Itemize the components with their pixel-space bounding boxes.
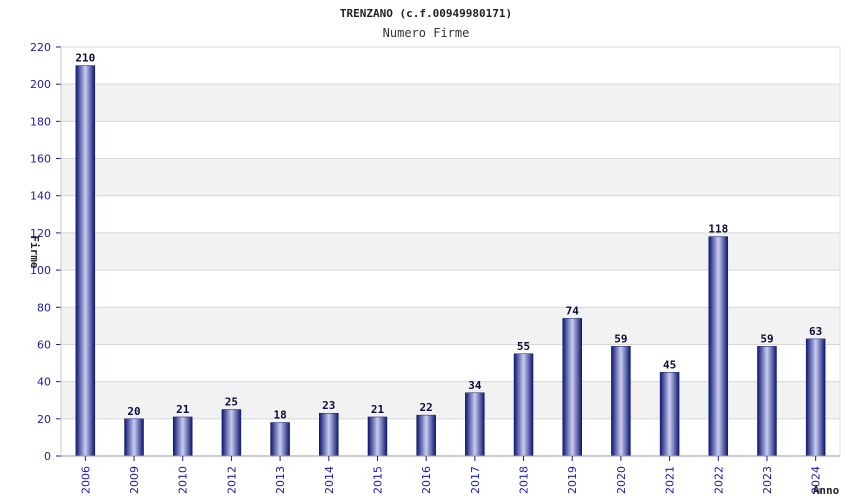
x-tick-label: 2012 — [225, 466, 238, 494]
y-axis: 0 20 40 60 80 100 120 140 160 180 200 220 — [30, 41, 841, 463]
data-label: 45 — [663, 358, 676, 371]
data-label: 22 — [420, 401, 433, 414]
x-axis: 2006 2009 2010 2012 2013 2014 2015 2016 2017 2018… — [61, 455, 840, 494]
data-label: 34 — [468, 379, 482, 392]
x-tick-label: 2020 — [615, 466, 628, 494]
y-tick-label: 20 — [37, 413, 51, 426]
data-label: 18 — [273, 409, 286, 422]
bar — [611, 346, 631, 457]
data-label: 25 — [225, 396, 238, 409]
chart-title: TRENZANO (c.f.00949980171) — [340, 7, 512, 20]
x-tick-label: 2010 — [177, 466, 190, 494]
bar — [172, 416, 193, 457]
data-label: 59 — [614, 332, 627, 345]
data-label: 118 — [708, 223, 728, 236]
bar — [367, 416, 388, 457]
bar — [465, 392, 485, 457]
x-tick-label: 2021 — [664, 466, 677, 494]
x-tick-label: 2006 — [79, 466, 92, 494]
x-tick-label: 2019 — [566, 466, 579, 494]
y-tick-label: 60 — [37, 338, 51, 351]
y-tick-label: 100 — [30, 264, 51, 277]
data-label: 59 — [760, 332, 773, 345]
value-labels: 210 20 21 25 18 23 21 22 34 55 74 59 45 118 59 63 — [75, 52, 822, 422]
x-tick-label: 2018 — [518, 466, 531, 494]
x-tick-label: 2009 — [128, 466, 141, 494]
bars — [75, 65, 826, 457]
y-tick-label: 220 — [30, 41, 51, 54]
y-tick-label: 180 — [30, 115, 51, 128]
bar — [659, 372, 680, 457]
data-label: 23 — [322, 399, 335, 412]
x-tick-label: 2016 — [420, 466, 433, 494]
bar — [221, 409, 242, 457]
x-tick-label: 2013 — [274, 466, 287, 494]
bar — [805, 338, 826, 457]
y-tick-label: 80 — [37, 301, 51, 314]
bar — [270, 422, 290, 457]
data-label: 63 — [809, 325, 822, 338]
y-tick-label: 40 — [37, 376, 51, 389]
x-tick-label: 2015 — [371, 466, 384, 494]
x-tick-label: 2023 — [761, 466, 774, 494]
bar — [513, 353, 534, 457]
data-label: 74 — [566, 304, 580, 317]
grid-band — [61, 158, 840, 196]
x-tick-label: 2017 — [469, 466, 482, 494]
y-tick-label: 160 — [30, 153, 51, 166]
bar — [757, 346, 777, 457]
y-tick-label: 140 — [30, 190, 51, 203]
data-label: 21 — [371, 403, 385, 416]
bar — [416, 414, 436, 457]
bar — [319, 412, 339, 457]
bar — [708, 236, 729, 457]
grid-band — [61, 84, 840, 122]
y-axis-label: Firme — [28, 235, 41, 268]
x-tick-label: 2024 — [810, 466, 823, 494]
grid-lines — [61, 46, 840, 457]
data-label: 55 — [517, 340, 530, 353]
x-axis-label: Anno — [813, 484, 840, 497]
y-tick-label: 200 — [30, 78, 51, 91]
y-tick-label: 0 — [44, 450, 51, 463]
chart-subtitle: Numero Firme — [383, 26, 470, 40]
bar — [75, 65, 96, 457]
data-label: 210 — [75, 52, 95, 65]
x-tick-label: 2014 — [323, 466, 336, 494]
data-label: 21 — [176, 403, 190, 416]
bar — [124, 418, 144, 457]
data-label: 20 — [127, 405, 140, 418]
bar — [562, 318, 582, 457]
x-tick-label: 2022 — [712, 466, 725, 494]
y-tick-label: 120 — [30, 227, 51, 240]
